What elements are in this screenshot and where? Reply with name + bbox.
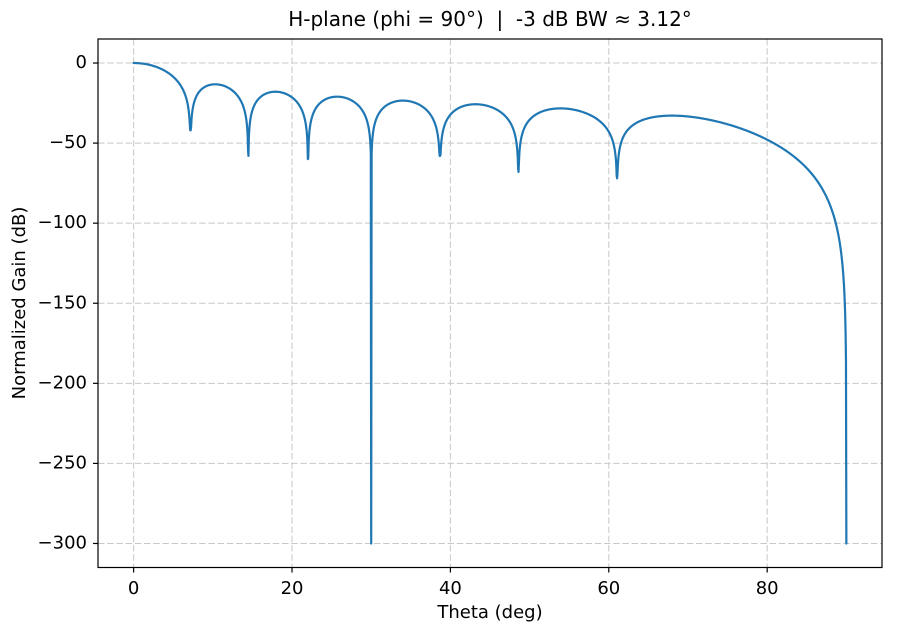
y-tick-label: −100 (38, 212, 87, 233)
y-tick-label: −50 (49, 132, 87, 153)
y-tick-label: 0 (76, 52, 87, 73)
x-tick-label: 80 (756, 578, 779, 599)
y-tick-label: −150 (38, 292, 87, 313)
x-tick-label: 20 (281, 578, 304, 599)
series-layer (132, 61, 848, 545)
y-tick-label: −300 (38, 532, 87, 553)
y-tick-label: −200 (38, 372, 87, 393)
x-axis-label: Theta (deg) (436, 602, 542, 623)
series-line-h-plane (132, 61, 848, 545)
y-tick-label: −250 (38, 452, 87, 473)
y-axis-label: Normalized Gain (dB) (9, 207, 30, 400)
x-tick-label: 0 (128, 578, 139, 599)
ticks-layer: 0 20 40 60 80 0 −50 −100 −150 −200 −250 −300 (38, 52, 779, 599)
grid-layer (98, 39, 882, 568)
chart-title: H-plane (phi = 90°) | -3 dB BW ≈ 3.12° (288, 7, 692, 31)
x-tick-label: 60 (597, 578, 620, 599)
x-tick-label: 40 (439, 578, 462, 599)
